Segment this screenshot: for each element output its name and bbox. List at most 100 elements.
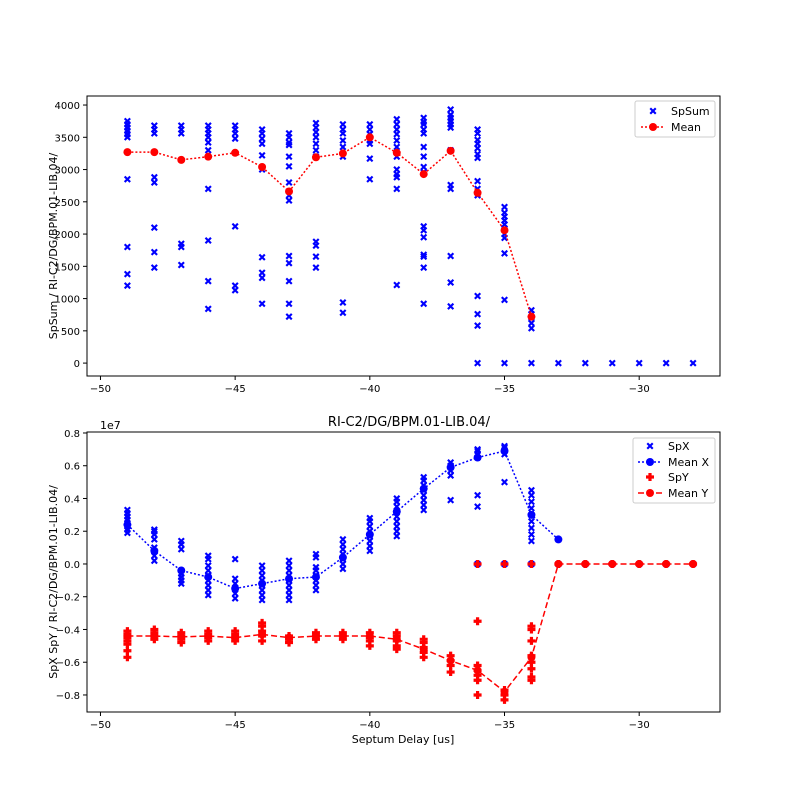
- x-tick-label: −45: [225, 384, 246, 395]
- spsum-point: [689, 359, 697, 367]
- bottom-chart-title: RI-C2/DG/BPM.01-LIB.04/: [328, 415, 491, 430]
- mean-x-point: [338, 553, 347, 562]
- spx-point: [501, 478, 509, 486]
- legend-label: Mean X: [668, 456, 709, 469]
- spx-point: [527, 486, 535, 494]
- spsum-point: [312, 264, 320, 272]
- spsum-point: [258, 135, 266, 143]
- spsum-point: [420, 264, 428, 272]
- legend-label: Mean: [671, 121, 701, 134]
- spsum-point: [204, 277, 212, 285]
- mean-x-point: [311, 573, 320, 582]
- spsum-point: [204, 133, 212, 141]
- mean-y-point: [473, 666, 482, 675]
- spsum-point: [420, 251, 428, 259]
- spsum-point: [312, 253, 320, 261]
- mean-y-point: [689, 559, 698, 568]
- spsum-point: [285, 162, 293, 170]
- spy-point: [177, 628, 186, 637]
- spy-point: [204, 627, 213, 636]
- mean-point: [392, 148, 401, 157]
- spsum-point: [312, 242, 320, 250]
- spsum-point: [420, 253, 428, 261]
- spx-point: [204, 552, 212, 560]
- spsum-point: [150, 264, 158, 272]
- mean-y-point: [258, 630, 267, 639]
- spsum-point: [447, 106, 455, 114]
- legend: SpSum Mean: [634, 100, 716, 138]
- mean-y-point: [635, 559, 644, 568]
- spx-point: [177, 537, 185, 545]
- spsum-point: [258, 300, 266, 308]
- mean-y-point: [581, 559, 590, 568]
- mean-point: [204, 152, 213, 161]
- spsum-point: [231, 129, 239, 137]
- spy-point: [473, 559, 482, 568]
- y-tick-label: 1000: [55, 295, 80, 306]
- spsum-point: [501, 296, 509, 304]
- spsum-point: [258, 274, 266, 282]
- mean-point: [311, 153, 320, 162]
- spsum-point: [258, 269, 266, 277]
- mean-x-point: [231, 584, 240, 593]
- mean-point: [177, 155, 186, 164]
- top-y-axis-label: SpSum / RI-C2/DG/BPM.01-LIB.04/: [47, 152, 60, 339]
- mean-x-point: [285, 574, 294, 583]
- spy-point: [392, 628, 401, 637]
- mean-y-point: [419, 645, 428, 654]
- spsum-point: [204, 305, 212, 313]
- mean-y-point: [231, 633, 240, 642]
- plot-frame: [86, 431, 721, 713]
- y-tick-label: 0.8: [64, 429, 80, 440]
- spsum-point: [258, 151, 266, 159]
- spsum-point: [501, 203, 509, 211]
- mean-x-point: [150, 546, 159, 555]
- spy-point: [527, 658, 536, 667]
- spsum-point: [474, 154, 482, 162]
- spsum-point: [177, 243, 185, 251]
- mean-x-point: [177, 566, 186, 575]
- spsum-point: [393, 115, 401, 123]
- spx-point: [527, 524, 535, 532]
- mean-x-point: [204, 573, 213, 582]
- mean-y-point: [338, 632, 347, 641]
- mean-point: [150, 148, 159, 157]
- x-tick-label: −50: [90, 720, 111, 731]
- spsum-point: [285, 277, 293, 285]
- mean-y-point: [311, 632, 320, 641]
- mean-y-point: [365, 632, 374, 641]
- spsum-point: [231, 135, 239, 143]
- spy-point: [473, 690, 482, 699]
- legend-box: [632, 437, 716, 504]
- spsum-point: [312, 140, 320, 148]
- x-tick-label: −35: [494, 384, 515, 395]
- y-tick-label: 4000: [55, 101, 80, 112]
- mean-point: [231, 148, 240, 157]
- mean-x-point: [500, 446, 509, 455]
- y-tick-label: −0.8: [56, 691, 80, 702]
- spsum-point: [150, 224, 158, 232]
- spsum-point: [339, 298, 347, 306]
- mean-x-point: [365, 530, 374, 539]
- spx-point: [474, 447, 482, 455]
- spsum-point: [123, 175, 131, 183]
- spsum-point: [123, 270, 131, 278]
- spsum-point: [285, 197, 293, 205]
- spsum-point: [501, 359, 509, 367]
- spsum-point: [123, 133, 131, 141]
- spsum-point: [123, 282, 131, 290]
- y-tick-label: 3500: [55, 133, 80, 144]
- spy-point: [527, 636, 536, 645]
- mean-point: [365, 133, 374, 142]
- x-tick-label: −45: [225, 720, 246, 731]
- mean-point: [258, 162, 267, 171]
- spsum-point: [366, 175, 374, 183]
- x-tick-label: −40: [359, 720, 380, 731]
- mean-y-point: [150, 632, 159, 641]
- mean-point: [285, 187, 294, 196]
- x-tick-label: −30: [629, 720, 650, 731]
- x-tick-label: −40: [359, 384, 380, 395]
- spy-point: [473, 676, 482, 685]
- legend-mean-marker: [649, 123, 657, 131]
- y-tick-label: 500: [61, 327, 80, 338]
